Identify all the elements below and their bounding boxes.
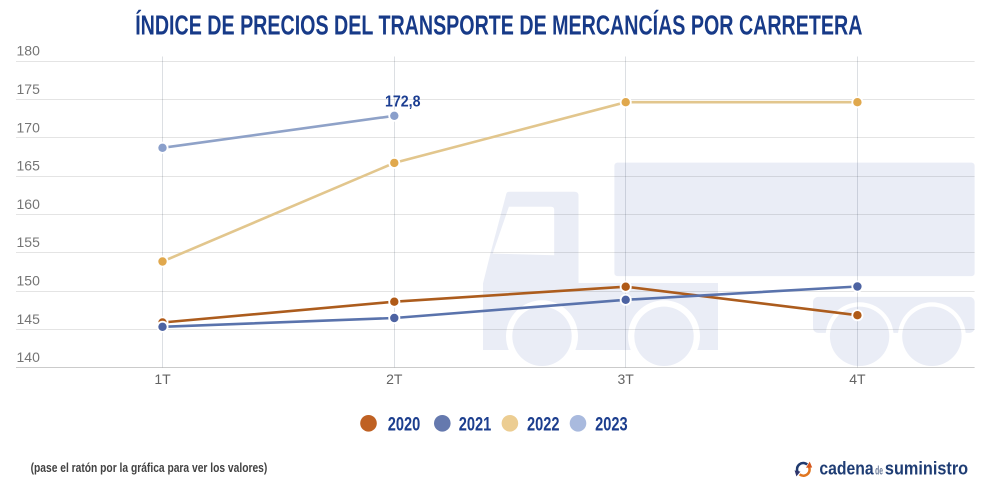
svg-text:cadena: cadena	[819, 459, 874, 479]
svg-text:170: 170	[17, 119, 41, 135]
svg-text:ÍNDICE DE PRECIOS DEL TRANSPOR: ÍNDICE DE PRECIOS DEL TRANSPORTE DE MERC…	[135, 8, 862, 40]
svg-text:(pase el ratón por la gráfica: (pase el ratón por la gráfica para ver l…	[31, 460, 268, 475]
svg-text:2023: 2023	[595, 413, 628, 435]
svg-text:2021: 2021	[459, 413, 492, 435]
svg-text:1T: 1T	[154, 371, 171, 387]
svg-text:172,8: 172,8	[385, 94, 421, 111]
svg-text:suministro: suministro	[885, 459, 968, 479]
svg-text:2022: 2022	[527, 413, 560, 435]
svg-text:175: 175	[17, 81, 41, 97]
svg-text:4T: 4T	[849, 371, 866, 387]
svg-text:155: 155	[17, 234, 41, 250]
svg-text:150: 150	[17, 273, 41, 289]
svg-text:2T: 2T	[386, 371, 403, 387]
svg-text:145: 145	[17, 311, 41, 327]
svg-text:180: 180	[17, 43, 41, 59]
svg-text:160: 160	[17, 196, 41, 212]
svg-text:de: de	[875, 464, 883, 478]
svg-text:140: 140	[17, 349, 41, 365]
svg-text:165: 165	[17, 158, 41, 174]
svg-text:3T: 3T	[618, 371, 635, 387]
svg-text:2020: 2020	[388, 413, 421, 435]
